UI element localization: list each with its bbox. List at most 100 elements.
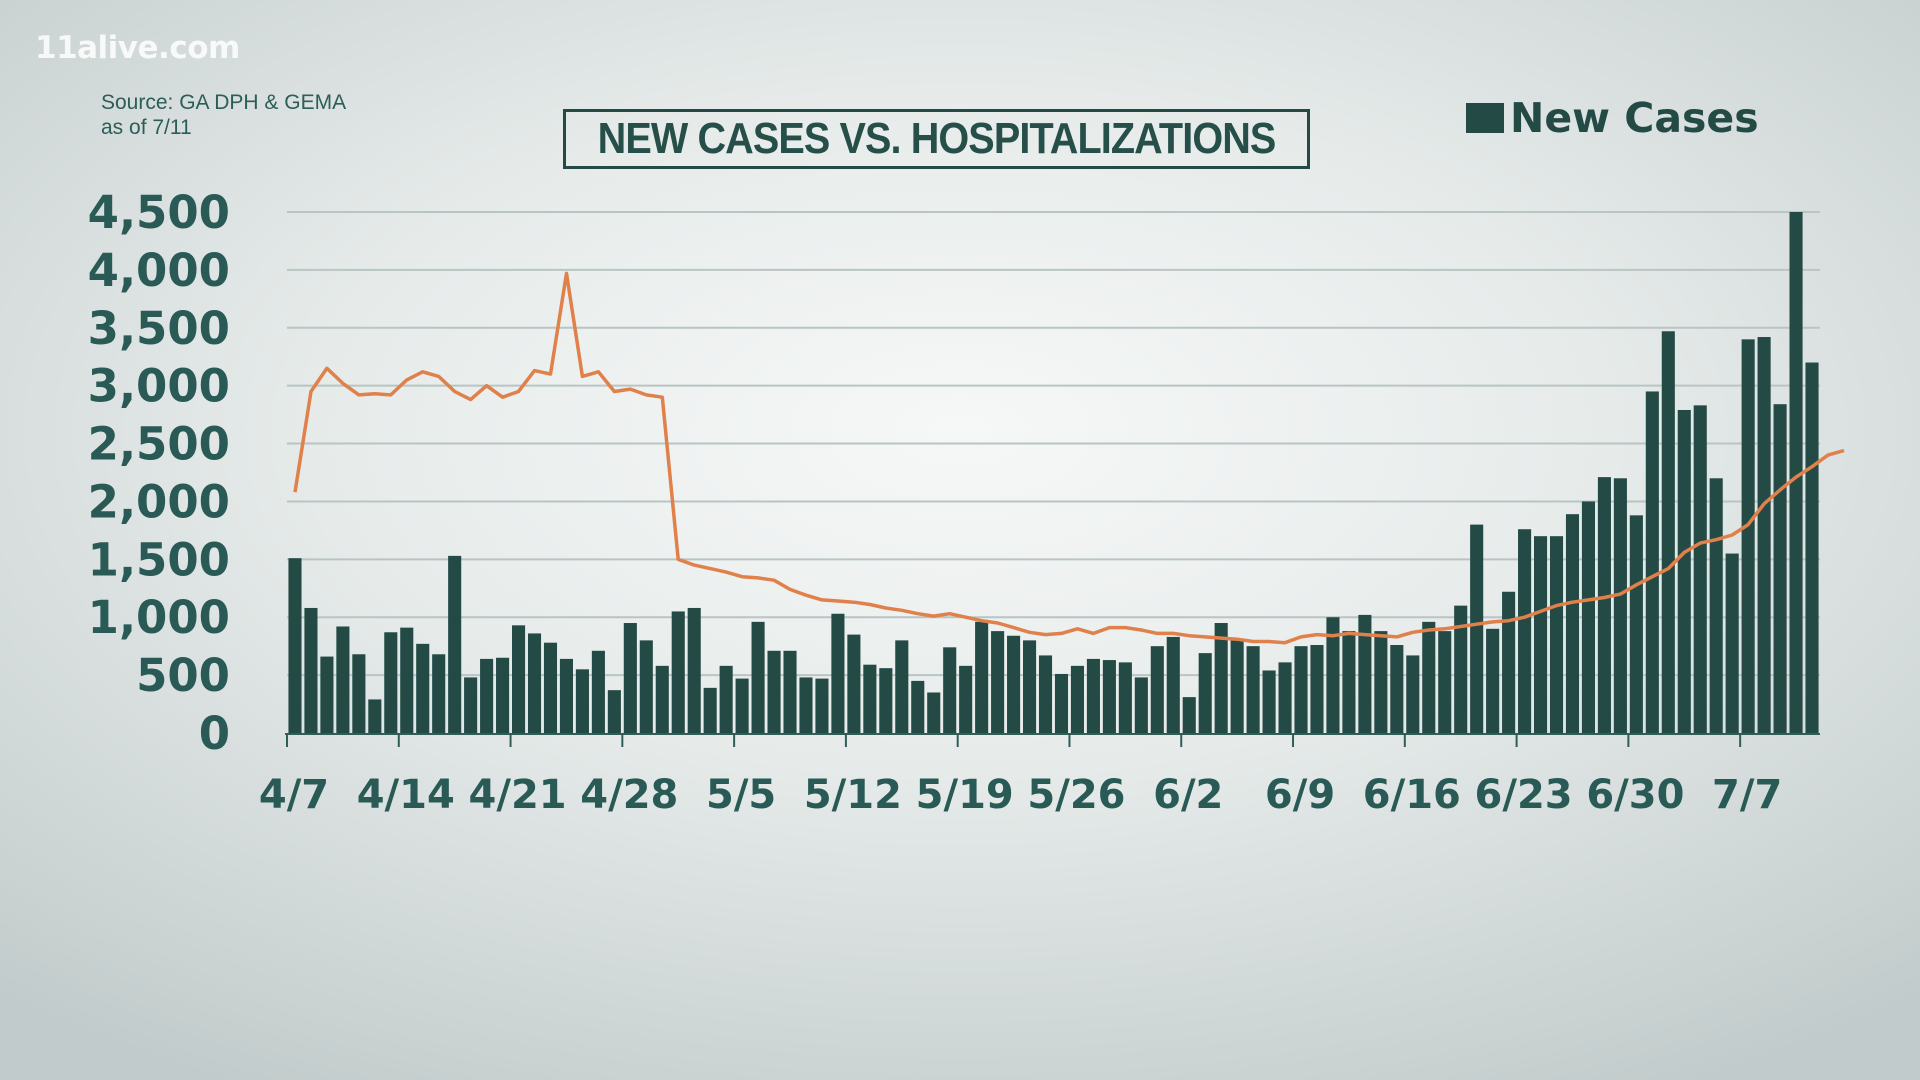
x-tick-label: 4/14 bbox=[357, 772, 455, 818]
bar-new-cases bbox=[1645, 391, 1659, 733]
x-tick-label: 4/7 bbox=[259, 772, 329, 818]
y-tick-label: 1,500 bbox=[88, 533, 230, 586]
bar-new-cases bbox=[1502, 591, 1516, 733]
bar-new-cases bbox=[1789, 212, 1803, 733]
bar-new-cases bbox=[671, 611, 685, 733]
bar-new-cases bbox=[480, 658, 494, 733]
bar-new-cases bbox=[1294, 646, 1308, 733]
bar-new-cases bbox=[959, 665, 973, 733]
bar-new-cases bbox=[911, 680, 925, 733]
bar-new-cases bbox=[384, 632, 398, 733]
bar-new-cases bbox=[1549, 536, 1564, 733]
bar-new-cases bbox=[767, 650, 781, 733]
y-tick-label: 3,500 bbox=[88, 302, 230, 355]
bar-new-cases bbox=[1086, 658, 1100, 733]
bar-new-cases bbox=[1470, 524, 1484, 733]
bar-new-cases bbox=[751, 621, 765, 733]
bar-new-cases bbox=[336, 626, 350, 733]
bar-new-cases bbox=[464, 677, 478, 733]
bar-new-cases bbox=[1150, 646, 1164, 733]
x-tick-label: 7/7 bbox=[1712, 772, 1782, 818]
bar-new-cases bbox=[352, 654, 366, 733]
bar-new-cases bbox=[991, 631, 1005, 733]
bar-new-cases bbox=[1597, 477, 1611, 733]
x-tick-label: 6/9 bbox=[1265, 772, 1335, 818]
watermark-logo: 11alive.com bbox=[35, 30, 240, 66]
x-tick-label: 5/12 bbox=[804, 772, 902, 818]
bar-new-cases bbox=[735, 678, 749, 733]
bar-new-cases bbox=[815, 678, 829, 733]
bar-new-cases bbox=[1070, 665, 1085, 733]
bar-new-cases bbox=[1374, 631, 1388, 733]
bar-new-cases bbox=[1565, 514, 1580, 733]
y-tick-label: 500 bbox=[136, 649, 230, 702]
bar-new-cases bbox=[1613, 478, 1627, 733]
hospitalizations-line-group bbox=[293, 271, 1845, 645]
bar-new-cases bbox=[1358, 614, 1372, 733]
bar-new-cases bbox=[703, 687, 717, 733]
bar-new-cases bbox=[1709, 478, 1723, 733]
x-tick-label: 6/23 bbox=[1475, 772, 1573, 818]
bar-new-cases bbox=[1741, 339, 1755, 733]
bar-new-cases bbox=[1326, 617, 1340, 733]
chart-title-box: NEW CASES VS. HOSPITALIZATIONS bbox=[563, 109, 1310, 169]
x-tick-label: 6/16 bbox=[1363, 772, 1461, 818]
source-note: Source: GA DPH & GEMA as of 7/11 bbox=[101, 90, 346, 140]
bar-new-cases bbox=[1134, 677, 1148, 733]
bar-new-cases bbox=[1773, 404, 1787, 733]
legend: New Cases bbox=[1466, 94, 1759, 142]
bar-new-cases bbox=[943, 647, 957, 733]
bar-new-cases bbox=[1581, 501, 1596, 733]
bar-new-cases bbox=[1278, 662, 1292, 733]
bar-new-cases bbox=[527, 633, 542, 733]
bar-new-cases bbox=[543, 642, 558, 733]
bar-new-cases bbox=[847, 634, 861, 733]
bar-new-cases bbox=[1262, 670, 1276, 733]
bar-new-cases bbox=[639, 640, 653, 733]
bar-new-cases bbox=[448, 555, 462, 733]
as-of-line: as of 7/11 bbox=[101, 116, 192, 139]
bar-new-cases bbox=[1022, 640, 1037, 733]
bar-new-cases bbox=[1454, 605, 1468, 733]
bar-new-cases bbox=[304, 607, 318, 733]
bar-new-cases bbox=[655, 665, 669, 733]
bar-new-cases bbox=[591, 650, 605, 733]
x-axis-ticks: 4/7 4/14 4/21 4/28 5/5 5/12 5/19 5/26 6/2 6/9 6/16… bbox=[259, 772, 1782, 818]
bar-new-cases bbox=[1214, 623, 1228, 733]
bar-new-cases bbox=[1406, 655, 1420, 733]
bar-new-cases bbox=[1661, 331, 1675, 733]
x-tick-label: 6/30 bbox=[1586, 772, 1684, 818]
bar-new-cases bbox=[368, 699, 382, 733]
bar-new-cases bbox=[559, 658, 574, 733]
gridlines bbox=[287, 211, 1820, 677]
bar-new-cases bbox=[607, 690, 621, 733]
new-cases-bars bbox=[288, 212, 1819, 733]
bar-new-cases bbox=[687, 607, 701, 733]
y-tick-label: 3,000 bbox=[88, 360, 230, 413]
bar-new-cases bbox=[416, 643, 430, 733]
bar-new-cases bbox=[1693, 405, 1707, 733]
bar-new-cases bbox=[432, 654, 446, 733]
y-tick-label: 4,500 bbox=[88, 186, 230, 239]
bar-new-cases bbox=[1805, 362, 1819, 733]
y-tick-label: 1,000 bbox=[88, 591, 230, 644]
x-tick-label: 6/2 bbox=[1153, 772, 1223, 818]
bar-new-cases bbox=[1230, 640, 1244, 733]
bar-new-cases bbox=[1438, 631, 1452, 733]
x-tick-label: 4/21 bbox=[469, 772, 567, 818]
bar-new-cases bbox=[1518, 529, 1532, 733]
bar-new-cases bbox=[831, 613, 845, 733]
bar-new-cases bbox=[1007, 635, 1021, 733]
bar-new-cases bbox=[1054, 673, 1069, 733]
y-tick-label: 0 bbox=[199, 707, 230, 760]
bar-new-cases bbox=[1102, 660, 1116, 733]
hospitalizations-line bbox=[293, 271, 1845, 645]
bar-new-cases bbox=[320, 656, 334, 733]
bar-new-cases bbox=[1757, 337, 1771, 733]
source-line: Source: GA DPH & GEMA bbox=[101, 91, 347, 114]
bar-new-cases bbox=[1725, 553, 1739, 733]
bar-new-cases bbox=[1629, 515, 1643, 733]
bar-new-cases bbox=[1118, 662, 1132, 733]
bar-new-cases bbox=[799, 677, 813, 733]
